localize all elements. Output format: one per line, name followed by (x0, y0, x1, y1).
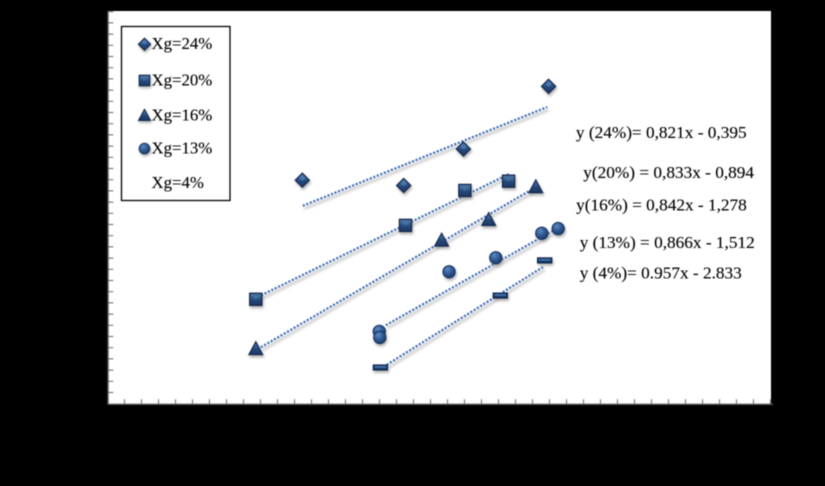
svg-text:y (4%)= 0.957x - 2.833: y (4%)= 0.957x - 2.833 (580, 264, 742, 283)
svg-text:Xg=16%: Xg=16% (152, 105, 213, 124)
svg-text:Xg=20%: Xg=20% (152, 70, 213, 89)
svg-text:y (24%)= 0,821x - 0,395: y (24%)= 0,821x - 0,395 (576, 123, 747, 142)
svg-text:y(20%) = 0,833x - 0,894: y(20%) = 0,833x - 0,894 (583, 163, 754, 182)
svg-text:Xg=13%: Xg=13% (152, 138, 213, 157)
svg-text:y(16%) = 0,842x - 1,278: y(16%) = 0,842x - 1,278 (576, 195, 747, 214)
svg-text:Xg=4%: Xg=4% (152, 173, 204, 192)
svg-text:Xg=24%: Xg=24% (152, 34, 213, 53)
svg-text:y (13%) = 0,866x - 1,512: y (13%) = 0,866x - 1,512 (580, 233, 755, 252)
